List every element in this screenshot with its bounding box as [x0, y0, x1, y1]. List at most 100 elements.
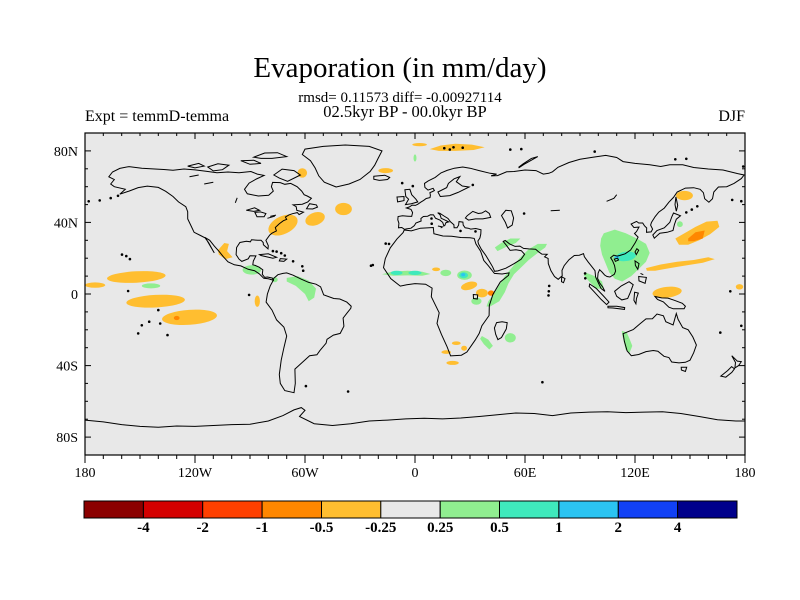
coastline	[373, 174, 391, 181]
colorbar-label: -2	[196, 520, 209, 536]
island-dot	[116, 194, 120, 198]
anomaly-patch	[688, 230, 705, 242]
period-line: 02.5kyr BP - 00.0kyr BP	[323, 102, 487, 121]
island-dot	[136, 332, 140, 335]
x-tick-label: 60E	[514, 466, 537, 481]
island-dot	[166, 333, 169, 337]
anomaly-patch	[141, 283, 161, 289]
coastline	[437, 175, 471, 198]
anomaly-patch	[676, 190, 693, 201]
island-dot	[411, 184, 415, 188]
island-dot	[461, 146, 465, 149]
coastline	[301, 144, 383, 188]
island-dot	[522, 212, 526, 215]
coastline	[206, 163, 231, 172]
map-background	[85, 133, 745, 455]
coastline	[397, 154, 745, 292]
anomaly-patch	[390, 270, 403, 275]
anomaly-patch	[677, 221, 683, 228]
coastline	[272, 168, 302, 182]
colorbar-label: -0.25	[365, 520, 396, 536]
island-dot	[509, 148, 512, 151]
anomaly-patch	[335, 202, 352, 216]
anomaly-patch	[440, 269, 452, 277]
coastline	[204, 181, 214, 185]
island-dot	[593, 150, 596, 153]
anomaly-patch	[471, 297, 482, 305]
coastline	[674, 196, 679, 212]
island-dot	[291, 260, 295, 263]
island-dot	[387, 242, 391, 246]
coastline	[472, 293, 479, 300]
y-tick-label: 40S	[56, 360, 78, 375]
island-dot	[547, 284, 551, 288]
coastline	[396, 195, 405, 203]
island-dot	[520, 147, 523, 151]
island-dot	[740, 199, 743, 203]
coastline	[437, 225, 444, 229]
anomaly-patch	[162, 309, 217, 326]
anomaly-patch	[451, 341, 461, 346]
x-tick-label: 60W	[291, 466, 319, 481]
coastline	[493, 321, 508, 341]
anomaly-patch	[254, 295, 260, 307]
anomaly-patch	[615, 251, 636, 262]
coastline	[240, 159, 262, 165]
x-tick-label: 180	[735, 466, 756, 481]
coastline	[305, 203, 319, 210]
island-dot	[247, 293, 251, 297]
anomaly-patch	[476, 288, 488, 298]
island-dot	[279, 251, 283, 255]
coastline	[404, 188, 419, 206]
island-dot	[459, 229, 462, 233]
island-dot	[346, 390, 350, 393]
anomaly-patch	[85, 282, 106, 288]
island-dot	[109, 196, 112, 200]
colorbar-cell	[439, 500, 501, 519]
island-dot	[126, 289, 130, 293]
island-dot	[128, 257, 132, 261]
island-dot	[443, 146, 446, 150]
island-dot	[430, 222, 434, 225]
anomaly-patch	[652, 286, 682, 298]
coastline	[254, 211, 267, 218]
island-dot	[371, 263, 375, 267]
coastline	[731, 355, 743, 369]
island-dot	[271, 249, 275, 253]
colorbar-label: -0.5	[310, 520, 334, 536]
colorbar-label: 1	[555, 520, 563, 536]
coastline	[518, 156, 539, 169]
island-dot	[304, 384, 308, 388]
coastline	[257, 253, 279, 259]
anomaly-patch	[461, 281, 478, 291]
colorbar-label: 4	[674, 520, 682, 536]
colorbar-cell	[142, 500, 204, 519]
island-dot	[98, 199, 101, 202]
island-dot	[730, 198, 734, 202]
anomaly-patch	[646, 257, 715, 271]
coastline	[187, 162, 206, 169]
experiment-label: Expt = temmD-temma	[85, 108, 230, 125]
island-dot	[87, 200, 90, 203]
coastline	[251, 152, 289, 159]
island-dot	[584, 277, 587, 280]
coastline	[607, 305, 626, 310]
coastline	[633, 291, 639, 306]
island-dot	[741, 165, 745, 168]
x-tick-label: 120W	[178, 466, 213, 481]
anomaly-patch	[486, 243, 547, 307]
island-dot	[674, 158, 677, 161]
coastline	[270, 214, 277, 217]
coastline	[634, 247, 640, 256]
coastline	[652, 212, 682, 240]
anomaly-patch	[408, 270, 422, 275]
anomaly-patch	[494, 238, 521, 252]
colorbar-cell	[558, 500, 619, 519]
island-dot	[729, 290, 732, 293]
coastline	[108, 166, 313, 281]
colorbar-cell	[617, 500, 679, 519]
island-dot	[158, 322, 162, 325]
colorbar-cell	[261, 500, 323, 519]
colorbar-cell	[380, 500, 441, 519]
